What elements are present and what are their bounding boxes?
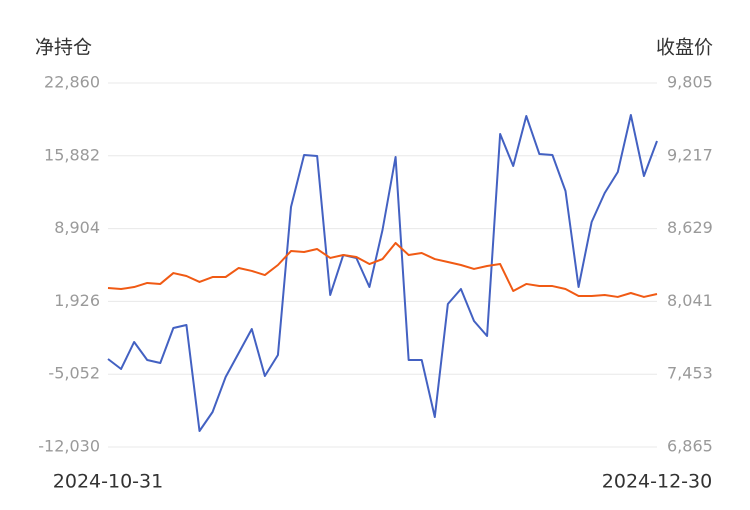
series-line [107, 113, 658, 432]
x-tick-label: 2024-10-31 [53, 471, 163, 493]
y2-axis-title: 收盘价 [656, 37, 713, 59]
y2-tick-label: 8,629 [667, 218, 713, 237]
y2-tick-label: 9,217 [667, 145, 713, 164]
y-tick-label: 22,860 [44, 73, 100, 92]
y2-tick-label: 9,805 [667, 73, 713, 92]
y-tick-label: 15,882 [44, 145, 100, 164]
y2-tick-label: 8,041 [667, 291, 713, 310]
y-tick-label: 8,904 [54, 218, 100, 237]
y-tick-label: 1,926 [54, 291, 100, 310]
y2-tick-label: 7,453 [667, 364, 713, 383]
y-tick-label: -12,030 [38, 437, 100, 456]
y2-tick-label: 6,865 [667, 437, 713, 456]
y-tick-label: -5,052 [48, 364, 100, 383]
y-axis-title: 净持仓 [35, 37, 92, 59]
series-line [107, 241, 658, 298]
x-tick-label: 2024-12-30 [602, 471, 712, 493]
